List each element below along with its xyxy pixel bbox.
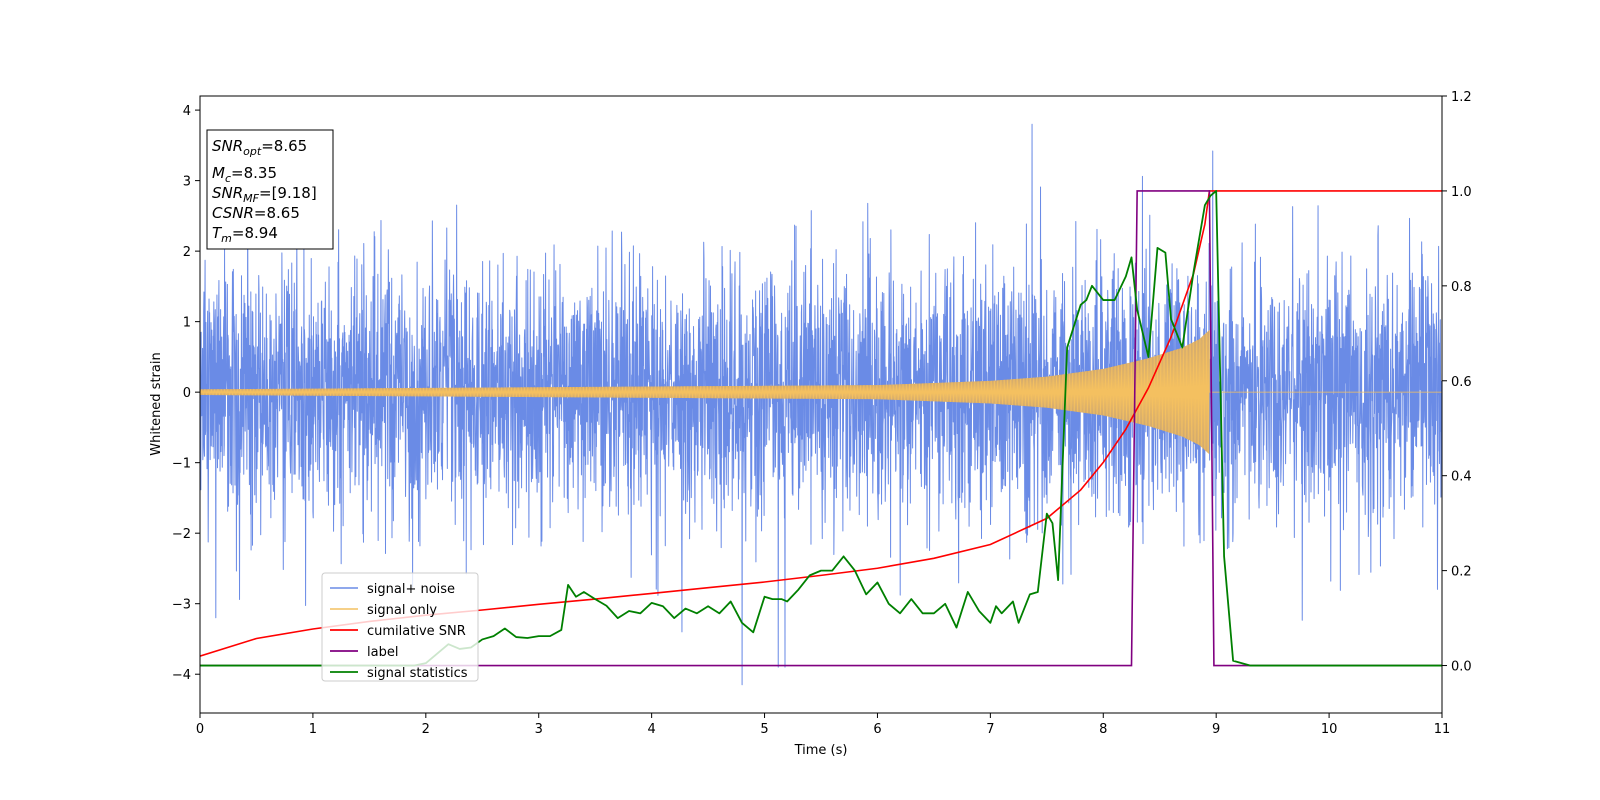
left-y-axis-ticks: −4 −3 −2 −1 0 1 2 3 4 bbox=[172, 104, 200, 683]
right-y-tick-label: 0.4 bbox=[1451, 470, 1472, 485]
signal-only-line bbox=[200, 330, 1442, 454]
legend-label: signal+ noise bbox=[367, 582, 455, 597]
x-tick-label: 10 bbox=[1321, 722, 1338, 737]
x-axis-ticks: 0 1 2 3 4 5 6 7 8 9 10 11 bbox=[196, 713, 1450, 737]
y-axis-title: Whitened strain bbox=[149, 352, 164, 455]
right-y-axis-ticks: 0.0 0.2 0.4 0.6 0.8 1.0 1.2 bbox=[1442, 90, 1472, 675]
right-y-tick-label: 0.8 bbox=[1451, 280, 1472, 295]
legend-items: signal+ noise signal only cumilative SNR la… bbox=[330, 582, 468, 681]
info-snr-mf: SNRMF=[9.18] bbox=[212, 184, 317, 205]
x-tick-label: 11 bbox=[1434, 722, 1451, 737]
x-tick-label: 4 bbox=[647, 722, 655, 737]
legend-label: cumilative SNR bbox=[367, 624, 466, 639]
legend-label: signal only bbox=[367, 603, 437, 618]
info-csnr: CSNR=8.65 bbox=[212, 204, 300, 222]
x-tick-label: 8 bbox=[1099, 722, 1107, 737]
right-y-tick-label: 0.6 bbox=[1451, 375, 1472, 390]
x-tick-label: 5 bbox=[760, 722, 768, 737]
left-y-tick-label: 0 bbox=[183, 386, 191, 401]
x-tick-label: 9 bbox=[1212, 722, 1220, 737]
left-y-tick-label: −2 bbox=[172, 527, 191, 542]
legend-frame bbox=[321, 572, 479, 682]
signal-statistics-line bbox=[200, 190, 1442, 667]
legend-label: signal statistics bbox=[367, 666, 468, 681]
right-y-tick-label: 0.2 bbox=[1451, 565, 1472, 580]
x-axis-title: Time (s) bbox=[794, 743, 848, 758]
left-y-tick-label: −3 bbox=[172, 598, 191, 613]
left-y-tick-label: 3 bbox=[183, 175, 191, 190]
plot-frame bbox=[199, 95, 1443, 714]
left-y-tick-label: −4 bbox=[172, 668, 191, 683]
left-y-tick-label: −1 bbox=[172, 457, 191, 472]
signal-noise-line bbox=[200, 123, 1442, 686]
left-y-tick-label: 2 bbox=[183, 245, 191, 260]
right-y-tick-label: 1.0 bbox=[1451, 185, 1472, 200]
x-tick-label: 1 bbox=[309, 722, 317, 737]
x-tick-label: 3 bbox=[535, 722, 543, 737]
info-box-frame bbox=[206, 129, 334, 250]
x-tick-label: 0 bbox=[196, 722, 204, 737]
x-tick-label: 6 bbox=[873, 722, 881, 737]
info-chirp-mass: Mc=8.35 bbox=[212, 164, 277, 185]
right-y-tick-label: 1.2 bbox=[1451, 90, 1472, 105]
info-snr-opt: SNRopt=8.65 bbox=[212, 137, 307, 158]
left-y-tick-label: 1 bbox=[183, 316, 191, 331]
legend-label: label bbox=[367, 645, 398, 660]
legend: signal+ noise signal only cumilative SNR la… bbox=[321, 572, 479, 682]
info-box: SNRopt=8.65 Mc=8.35 SNRMF=[9.18] CSNR=8.… bbox=[206, 129, 334, 250]
x-tick-label: 2 bbox=[422, 722, 430, 737]
left-y-tick-label: 4 bbox=[183, 104, 191, 119]
x-tick-label: 7 bbox=[986, 722, 994, 737]
info-merger-time: Tm=8.94 bbox=[212, 224, 278, 245]
right-y-tick-label: 0.0 bbox=[1451, 660, 1472, 675]
